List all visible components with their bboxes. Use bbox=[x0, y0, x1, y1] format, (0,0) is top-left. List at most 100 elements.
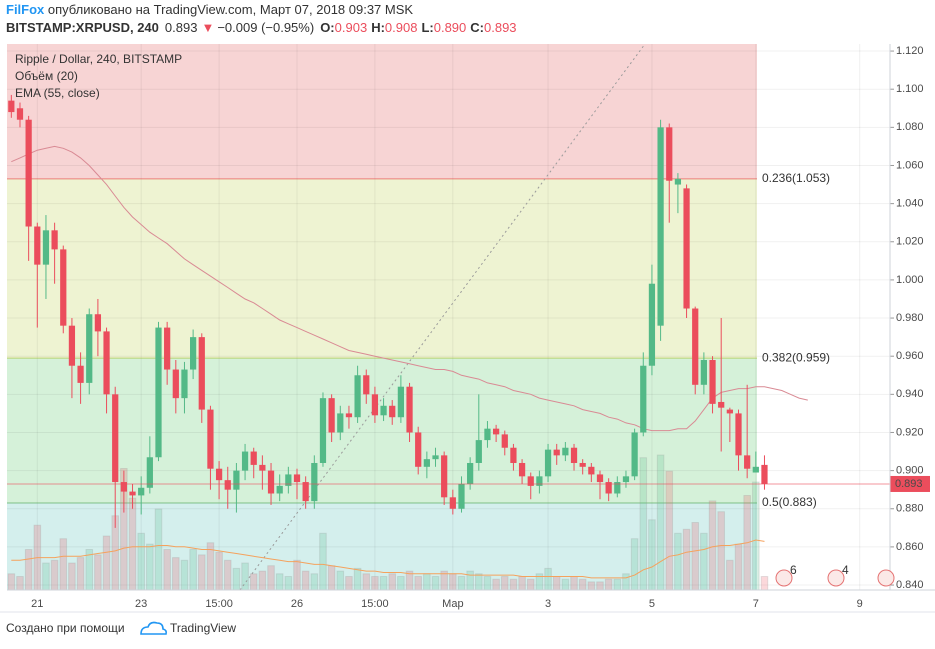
y-tick-label: 1.100 bbox=[896, 83, 924, 95]
candle-body bbox=[744, 455, 751, 469]
volume-bar bbox=[345, 576, 353, 591]
y-tick-label: 0.980 bbox=[896, 312, 924, 324]
legend-title: Ripple / Dollar, 240, BITSTAMP bbox=[15, 52, 182, 66]
volume-bar bbox=[197, 554, 206, 591]
candle-body bbox=[138, 487, 145, 496]
ohlc-value: 0.903 bbox=[335, 20, 368, 35]
candle-body bbox=[761, 464, 768, 484]
ohlc-label: C: bbox=[470, 20, 484, 35]
volume-bar bbox=[7, 573, 16, 591]
volume-bar bbox=[570, 576, 578, 591]
ohlc-value: 0.893 bbox=[484, 20, 517, 35]
published-line: FilFox опубликовано на TradingView.com, … bbox=[6, 2, 413, 17]
candle-body bbox=[345, 413, 353, 418]
candle-body bbox=[146, 457, 153, 488]
volume-bar bbox=[327, 565, 336, 591]
volume-bar bbox=[102, 535, 111, 591]
volume-bar bbox=[622, 573, 630, 591]
candle-body bbox=[250, 451, 257, 465]
volume-bar bbox=[760, 576, 769, 591]
volume-bar bbox=[128, 497, 137, 591]
candle-body bbox=[51, 230, 58, 250]
volume-bar bbox=[180, 559, 189, 591]
last-price-label: 0.893 bbox=[895, 478, 923, 490]
candle-body bbox=[501, 434, 508, 448]
y-tick-label: 1.000 bbox=[896, 274, 924, 286]
volume-bar bbox=[293, 559, 301, 591]
brand[interactable]: TradingView bbox=[170, 621, 236, 635]
volume-bar bbox=[353, 567, 362, 591]
ohlc-value: 0.908 bbox=[385, 20, 418, 35]
candle-body bbox=[311, 462, 318, 502]
candle-body bbox=[77, 365, 84, 383]
candle-body bbox=[441, 455, 448, 498]
trend-line bbox=[239, 43, 646, 591]
published: опубликовано на TradingView.com, Март 07… bbox=[44, 2, 413, 17]
candle-body bbox=[544, 449, 552, 477]
candle-body bbox=[285, 474, 292, 486]
ohlc-label: H: bbox=[371, 20, 385, 35]
x-tick-label: 23 bbox=[135, 598, 147, 610]
volume-bar bbox=[189, 549, 197, 591]
volume-bar bbox=[726, 559, 734, 591]
candle-body bbox=[371, 394, 379, 416]
ohlc-value: 0.890 bbox=[434, 20, 467, 35]
x-tick-label: 15:00 bbox=[361, 598, 389, 610]
volume-bar bbox=[59, 538, 68, 591]
candle-body bbox=[68, 325, 76, 366]
volume-bar bbox=[336, 570, 345, 591]
candle-body bbox=[518, 462, 526, 477]
candle-body bbox=[42, 230, 50, 265]
tv-logo[interactable]: TradingView bbox=[140, 621, 236, 635]
volume-bar bbox=[76, 557, 85, 591]
volume-bar bbox=[674, 532, 682, 591]
volume-bar bbox=[223, 559, 232, 591]
volume-bar bbox=[42, 562, 50, 591]
volume-bar bbox=[526, 578, 535, 591]
y-tick-label: 1.020 bbox=[896, 236, 924, 248]
candle-body bbox=[614, 482, 621, 494]
event-icon bbox=[775, 569, 793, 587]
volume-bar bbox=[275, 573, 284, 591]
candle-body bbox=[527, 476, 534, 486]
candle-body bbox=[302, 482, 309, 502]
event-count: 4 bbox=[842, 563, 849, 577]
candle-body bbox=[423, 459, 430, 467]
volume-bar bbox=[561, 578, 570, 591]
volume-ma-line bbox=[11, 539, 765, 579]
candle-body bbox=[16, 108, 24, 120]
candle-body bbox=[172, 369, 179, 399]
candle-body bbox=[709, 360, 716, 404]
volume-bar bbox=[613, 578, 622, 591]
volume-bar bbox=[752, 481, 760, 591]
volume-bar bbox=[267, 565, 275, 591]
candle-body bbox=[380, 405, 387, 416]
volume-bar bbox=[94, 554, 102, 591]
volume-bar bbox=[423, 573, 431, 591]
author[interactable]: FilFox bbox=[6, 2, 45, 17]
volume-bar bbox=[500, 576, 509, 591]
candle-body bbox=[337, 413, 344, 433]
candle-body bbox=[34, 226, 41, 265]
candle-body bbox=[224, 480, 231, 490]
candle-body bbox=[86, 314, 93, 383]
candle-body bbox=[241, 451, 249, 471]
y-tick-label: 1.120 bbox=[896, 45, 924, 57]
volume-bar bbox=[717, 511, 725, 591]
candle-body bbox=[293, 474, 301, 483]
x-tick-label: 5 bbox=[649, 598, 655, 610]
candle-body bbox=[354, 375, 361, 418]
volume-bar bbox=[414, 576, 422, 591]
candle-body bbox=[207, 409, 214, 469]
candle-body bbox=[259, 464, 266, 471]
volume-bar bbox=[509, 578, 518, 591]
candle-body bbox=[674, 178, 682, 185]
direction: ▼ bbox=[201, 20, 214, 35]
event-icon bbox=[877, 569, 895, 587]
volume-bar bbox=[457, 576, 466, 591]
change: −0.009 (−0.95%) bbox=[217, 20, 314, 35]
candle-body bbox=[683, 188, 690, 309]
volume-bar bbox=[552, 576, 561, 591]
candle-body bbox=[458, 483, 465, 509]
